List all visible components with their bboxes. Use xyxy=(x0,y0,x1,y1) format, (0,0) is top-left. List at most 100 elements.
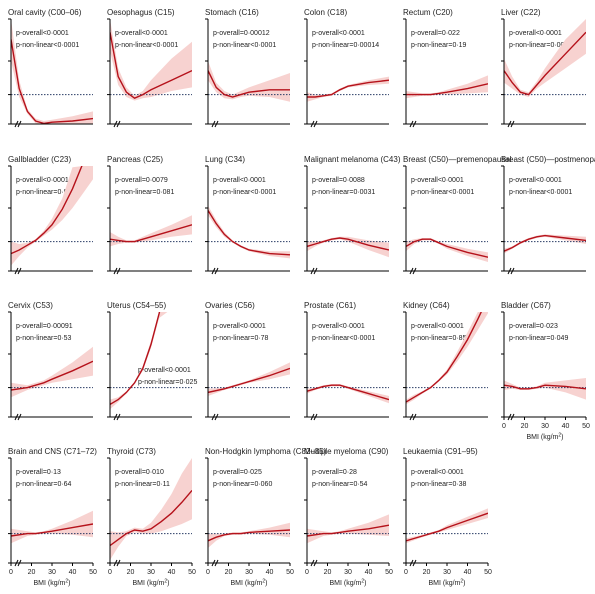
x-tick-label: 40 xyxy=(365,569,373,576)
axis-break-mark xyxy=(17,413,22,421)
panel-12: Breast (C50)—postmenopausal p-overall<0·0… xyxy=(501,155,595,275)
panel-19: Brain and CNS (C71–72) p-overall=0·13 p-no… xyxy=(8,447,97,587)
x-tick-label: 0 xyxy=(206,569,210,576)
axis-break-mark xyxy=(507,120,512,128)
axis-break-mark xyxy=(510,413,515,421)
risk-curve xyxy=(110,32,192,100)
panel-8: Pancreas (C25) p-overall=0·0079 p-non-line… xyxy=(107,155,192,275)
panel-7: Gallbladder (C23) p-overall<0·0001 p-non-l… xyxy=(8,155,93,275)
panel-23: Leukaemia (C91–95) p-overall<0·0001 p-non-… xyxy=(403,447,492,587)
panel-title: Prostate (C61) xyxy=(304,301,356,310)
risk-curve xyxy=(208,70,290,98)
panel-title: Breast (C50)—postmenopausal xyxy=(501,155,595,164)
panel-3: Stomach (C16) p-overall=0·00012 p-non-line… xyxy=(205,8,290,128)
x-tick-label: 40 xyxy=(562,423,570,430)
panel-title: Liver (C22) xyxy=(501,8,541,17)
p-nonlinear-label: p-non-linear=0·38 xyxy=(411,481,467,488)
panel-title: Bladder (C67) xyxy=(501,301,551,310)
risk-curve xyxy=(11,39,93,124)
axis-break-mark xyxy=(116,413,121,421)
axis-break-mark xyxy=(116,120,121,128)
axis-break-mark xyxy=(409,267,414,275)
p-nonlinear-label: p-non-linear=0·11 xyxy=(115,481,170,488)
confidence-band xyxy=(110,312,172,410)
panel-10: Malignant melanoma (C43) p-overall=0·0088… xyxy=(304,155,401,275)
axis-break-mark xyxy=(409,413,414,421)
confidence-band xyxy=(110,215,192,247)
axis-break-mark xyxy=(14,413,19,421)
confidence-band xyxy=(208,522,290,548)
risk-curve xyxy=(11,360,93,391)
axis-break-mark xyxy=(211,267,216,275)
p-overall-label: p-overall<0·0001 xyxy=(509,30,562,37)
x-tick-label: 0 xyxy=(108,569,112,576)
x-tick-label: 30 xyxy=(48,569,56,576)
risk-curve xyxy=(307,384,389,401)
risk-curve xyxy=(110,312,161,406)
x-tick-label: 20 xyxy=(423,569,431,576)
p-nonlinear-label: p-non-linear=0·060 xyxy=(213,481,272,488)
panel-title: Gallbladder (C23) xyxy=(8,155,71,164)
p-nonlinear-label: p-non-linear=0·081 xyxy=(115,189,174,196)
x-tick-label: 0 xyxy=(404,569,408,576)
risk-curve xyxy=(307,237,389,251)
p-nonlinear-label: p-non-linear=0·0031 xyxy=(312,189,375,196)
x-tick-label: 0 xyxy=(305,569,309,576)
p-nonlinear-label: p-non-linear=0·85 xyxy=(411,335,467,342)
x-tick-label: 50 xyxy=(188,569,196,576)
confidence-band xyxy=(11,510,93,544)
axis-break-mark xyxy=(17,120,22,128)
risk-curve xyxy=(307,524,389,537)
x-tick-label: 40 xyxy=(168,569,176,576)
x-axis-label: BMI (kg/m2) xyxy=(428,579,465,588)
axis-break-mark xyxy=(409,559,414,567)
p-overall-label: p-overall=0·0088 xyxy=(312,177,365,184)
axis-break-mark xyxy=(214,267,219,275)
risk-curve xyxy=(504,31,586,96)
axis-break-mark xyxy=(14,120,19,128)
x-tick-label: 30 xyxy=(344,569,352,576)
risk-curve xyxy=(406,312,482,403)
axis-break-mark xyxy=(510,267,515,275)
panel-9: Lung (C34) p-overall<0·0001 p-non-linear<0… xyxy=(205,155,290,275)
panel-title: Colon (C18) xyxy=(304,8,347,17)
axis-break-mark xyxy=(313,413,318,421)
panel-2: Oesophagus (C15) p-overall<0·0001 p-non-li… xyxy=(107,8,192,128)
axis-break-mark xyxy=(113,120,118,128)
p-nonlinear-label: p-non-linear=0·049 xyxy=(509,335,568,342)
p-nonlinear-label: p-non-linear<0·0001 xyxy=(312,335,375,342)
p-nonlinear-label: p-non-linear=0·0030 xyxy=(509,42,572,49)
x-tick-label: 40 xyxy=(464,569,472,576)
risk-curve xyxy=(504,234,586,252)
axis-break-mark xyxy=(214,559,219,567)
panel-title: Breast (C50)—premenopausal xyxy=(403,155,512,164)
panel-5: Rectum (C20) p-overall=0·022 p-non-linear=… xyxy=(403,8,488,128)
p-overall-label: p-overall=0·00012 xyxy=(213,30,270,37)
axis-break-mark xyxy=(14,267,19,275)
x-tick-label: 50 xyxy=(89,569,97,576)
confidence-band xyxy=(406,238,488,262)
confidence-band xyxy=(208,205,290,259)
p-overall-label: p-overall<0·0001 xyxy=(213,323,266,330)
x-tick-label: 0 xyxy=(9,569,13,576)
p-overall-label: p-overall=0·13 xyxy=(16,469,61,476)
risk-curve xyxy=(11,523,93,537)
x-axis-label: BMI (kg/m2) xyxy=(526,433,563,442)
axis-break-mark xyxy=(412,120,417,128)
axis-break-mark xyxy=(507,267,512,275)
axis-break-mark xyxy=(412,267,417,275)
p-nonlinear-label: p-non-linear<0·0001 xyxy=(213,189,276,196)
axis-break-mark xyxy=(113,559,118,567)
p-overall-label: p-overall=0·28 xyxy=(312,469,357,476)
confidence-band xyxy=(504,378,586,400)
panel-title: Uterus (C54–55) xyxy=(107,301,166,310)
x-tick-label: 30 xyxy=(245,569,253,576)
p-nonlinear-label: p-non-linear<0·0001 xyxy=(509,189,572,196)
confidence-band xyxy=(307,76,389,102)
p-overall-label: p-overall=0·025 xyxy=(213,469,262,476)
confidence-band xyxy=(406,75,488,99)
confidence-band xyxy=(208,61,290,102)
p-nonlinear-label: p-non-linear<0·0001 xyxy=(16,42,79,49)
x-tick-label: 30 xyxy=(541,423,549,430)
